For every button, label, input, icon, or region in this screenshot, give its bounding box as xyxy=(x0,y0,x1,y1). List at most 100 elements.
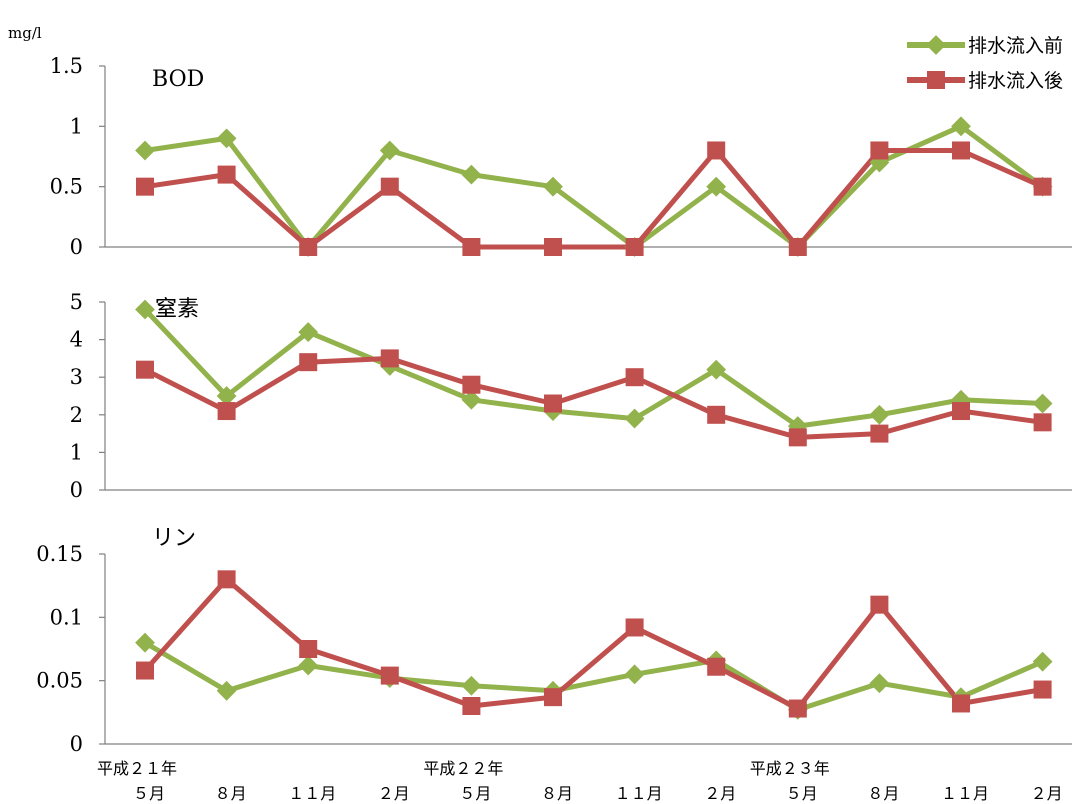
panel-3: 0 0.05 0.1 0.15 リン xyxy=(36,526,1072,756)
x-tick-label: ５月 xyxy=(133,784,165,803)
point-before xyxy=(461,675,482,696)
y-tick-label: 0.1 xyxy=(50,605,83,629)
series-after-line xyxy=(143,355,1043,440)
point-after xyxy=(380,177,399,196)
series-before-line xyxy=(144,123,1045,250)
x-year-label: 平成２３年 xyxy=(750,759,830,778)
legend-after-label: 排水流入後 xyxy=(968,70,1063,92)
series-before-line xyxy=(143,640,1044,713)
y-tick-label: 0 xyxy=(70,732,83,756)
point-after xyxy=(707,141,726,160)
point-before xyxy=(216,128,237,149)
point-after xyxy=(462,238,481,256)
point-after xyxy=(544,238,562,256)
y-tick-label: 1 xyxy=(70,440,83,464)
point-after xyxy=(625,368,644,387)
x-tick-label: ８月 xyxy=(541,784,573,803)
x-tick-label: ８月 xyxy=(215,784,247,803)
point-after xyxy=(136,360,154,379)
point-after xyxy=(1033,413,1052,432)
y-tick-label: 1.5 xyxy=(50,54,83,78)
point-after xyxy=(870,424,889,443)
point-after xyxy=(217,402,236,421)
point-after xyxy=(217,570,236,589)
chart-panels: 0 0.5 1 1.5 BOD 0 1 2 3 4 5 窒素 0 0.05 0.1 0.15 リン xyxy=(36,54,1072,756)
point-after xyxy=(870,141,889,160)
x-tick-label: ５月 xyxy=(459,784,491,803)
x-tick-label: ８月 xyxy=(867,784,899,803)
panel-1: 0 0.5 1 1.5 BOD xyxy=(50,54,1072,259)
x-axis-labels: ５月 ８月 １１月 ２月 ５月 ８月 １１月 ２月 ５月 ８月 １１月 ２月 平成２１年 平成２２年 平成２… xyxy=(97,759,1063,803)
x-year-label: 平成２２年 xyxy=(423,759,503,778)
point-after xyxy=(380,349,399,368)
point-after xyxy=(788,428,807,447)
point-before xyxy=(869,673,890,694)
point-before xyxy=(216,386,237,406)
y-tick-label: 2 xyxy=(70,403,83,427)
point-before xyxy=(706,359,727,380)
y-tick-label: 3 xyxy=(70,365,83,389)
point-before xyxy=(379,140,400,161)
unit-label: mg/l xyxy=(8,24,42,42)
point-after xyxy=(1033,177,1052,196)
y-tick-label: 0 xyxy=(70,235,83,259)
x-tick-label: ２月 xyxy=(1031,784,1063,803)
point-after xyxy=(544,688,562,707)
point-after xyxy=(380,666,399,685)
point-before xyxy=(461,389,482,410)
point-before xyxy=(624,408,645,429)
y-tick-label: 0.15 xyxy=(36,542,83,566)
x-tick-label: １１月 xyxy=(941,784,989,803)
y-tick-label: 0.05 xyxy=(36,669,83,693)
point-after xyxy=(952,141,970,160)
point-after xyxy=(707,657,726,676)
x-tick-label: ５月 xyxy=(786,784,818,803)
series-after-line xyxy=(144,148,1044,250)
point-after xyxy=(788,238,807,256)
series-after-line xyxy=(143,576,1044,711)
series-before-line xyxy=(143,307,1043,429)
point-after xyxy=(462,375,481,394)
legend: 排水流入前 排水流入後 xyxy=(907,35,1063,92)
legend-before-marker xyxy=(926,35,946,55)
y-tick-label: 5 xyxy=(70,290,83,314)
point-after xyxy=(625,618,644,637)
point-after xyxy=(299,238,318,256)
y-tick-label: 0.5 xyxy=(50,175,83,199)
legend-after-marker xyxy=(927,71,945,89)
point-after xyxy=(544,394,562,413)
panel-title: リン xyxy=(152,526,196,551)
point-after xyxy=(788,699,807,718)
point-before xyxy=(461,164,482,185)
point-before xyxy=(869,404,890,425)
point-before xyxy=(135,140,155,161)
point-before xyxy=(1032,651,1053,672)
point-after xyxy=(625,238,644,256)
panel-title: 窒素 xyxy=(155,297,199,322)
point-after xyxy=(870,595,889,614)
panel-title: BOD xyxy=(152,67,204,92)
point-before xyxy=(1032,393,1053,414)
x-year-label: 平成２１年 xyxy=(97,759,177,778)
point-after xyxy=(217,165,236,184)
point-before xyxy=(298,655,319,676)
point-after xyxy=(299,353,318,372)
panel-2: 0 1 2 3 4 5 窒素 xyxy=(70,290,1072,502)
point-before xyxy=(624,664,645,685)
point-after xyxy=(462,697,481,715)
y-tick-label: 4 xyxy=(70,328,83,352)
point-after xyxy=(136,661,154,680)
point-after xyxy=(1033,680,1052,699)
x-tick-label: １１月 xyxy=(288,784,336,803)
y-tick-label: 1 xyxy=(70,114,83,138)
x-tick-label: ２月 xyxy=(378,784,410,803)
y-tick-label: 0 xyxy=(70,478,83,502)
legend-before-label: 排水流入前 xyxy=(968,35,1063,57)
point-after xyxy=(136,177,154,196)
x-tick-label: ２月 xyxy=(704,784,736,803)
point-after xyxy=(299,640,318,658)
point-after xyxy=(707,405,726,424)
point-before xyxy=(135,299,155,320)
point-after xyxy=(952,402,970,421)
